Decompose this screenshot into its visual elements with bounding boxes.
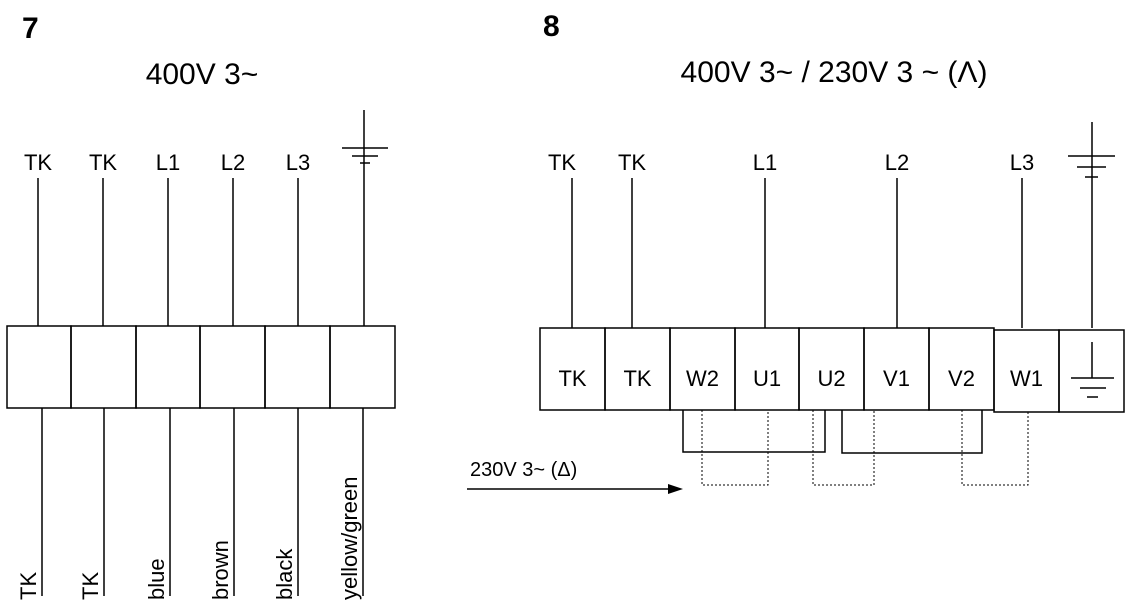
terminal [199, 325, 266, 409]
wire-label: L2 [885, 150, 909, 175]
wire-label: L3 [1010, 150, 1034, 175]
terminal [70, 325, 137, 409]
wire-color-label: TK [16, 572, 41, 600]
terminal-block: TK TK W2 U1 U2 V1 V2 W1 [539, 327, 1060, 413]
diagram-7: 7 400V 3~ TK TK L1 L2 L3 TK TK blue brown black y… [6, 12, 396, 600]
terminal-label: V1 [883, 366, 910, 391]
wire-label: TK [548, 150, 576, 175]
ground-terminal [1058, 329, 1125, 413]
wire-color-label: yellow/green [337, 476, 362, 600]
wire-label: L2 [221, 150, 245, 175]
diagram-title: 400V 3~ / 230V 3 ~ (Λ) [681, 56, 988, 89]
arrow [467, 484, 683, 494]
terminal-label: U2 [817, 366, 845, 391]
terminal-label: U1 [753, 366, 781, 391]
wire-label: L1 [753, 150, 777, 175]
terminal [264, 325, 331, 409]
star-bridges [682, 410, 983, 454]
wire-color-label: blue [144, 558, 169, 600]
delta-bridges [701, 410, 1029, 486]
diagram-8: 8 400V 3~ / 230V 3 ~ (Λ) TK TK L1 L2 L3 TK TK… [467, 10, 1125, 494]
terminal-label: TK [558, 366, 586, 391]
terminal-label: W2 [686, 366, 719, 391]
terminal-label: V2 [948, 366, 975, 391]
wire-label: L1 [156, 150, 180, 175]
terminal-label: TK [623, 366, 651, 391]
wire-label: TK [89, 150, 117, 175]
wire-color-label: brown [208, 540, 233, 600]
ground-symbol [342, 110, 388, 326]
delta-label: 230V 3~ (Δ) [470, 459, 577, 481]
wire-color-label: black [272, 548, 297, 600]
terminal [329, 325, 396, 409]
ground-symbol [1068, 122, 1115, 328]
wire-label: L3 [286, 150, 310, 175]
wire-color-label: TK [78, 572, 103, 600]
diagram-number: 8 [543, 10, 560, 43]
wire-label: TK [24, 150, 52, 175]
terminal-block [6, 325, 396, 409]
terminal [6, 325, 72, 409]
diagram-number: 7 [22, 12, 39, 45]
terminal-label: W1 [1010, 366, 1043, 391]
terminal [135, 325, 201, 409]
diagram-title: 400V 3~ [146, 58, 259, 91]
wire-label: TK [618, 150, 646, 175]
